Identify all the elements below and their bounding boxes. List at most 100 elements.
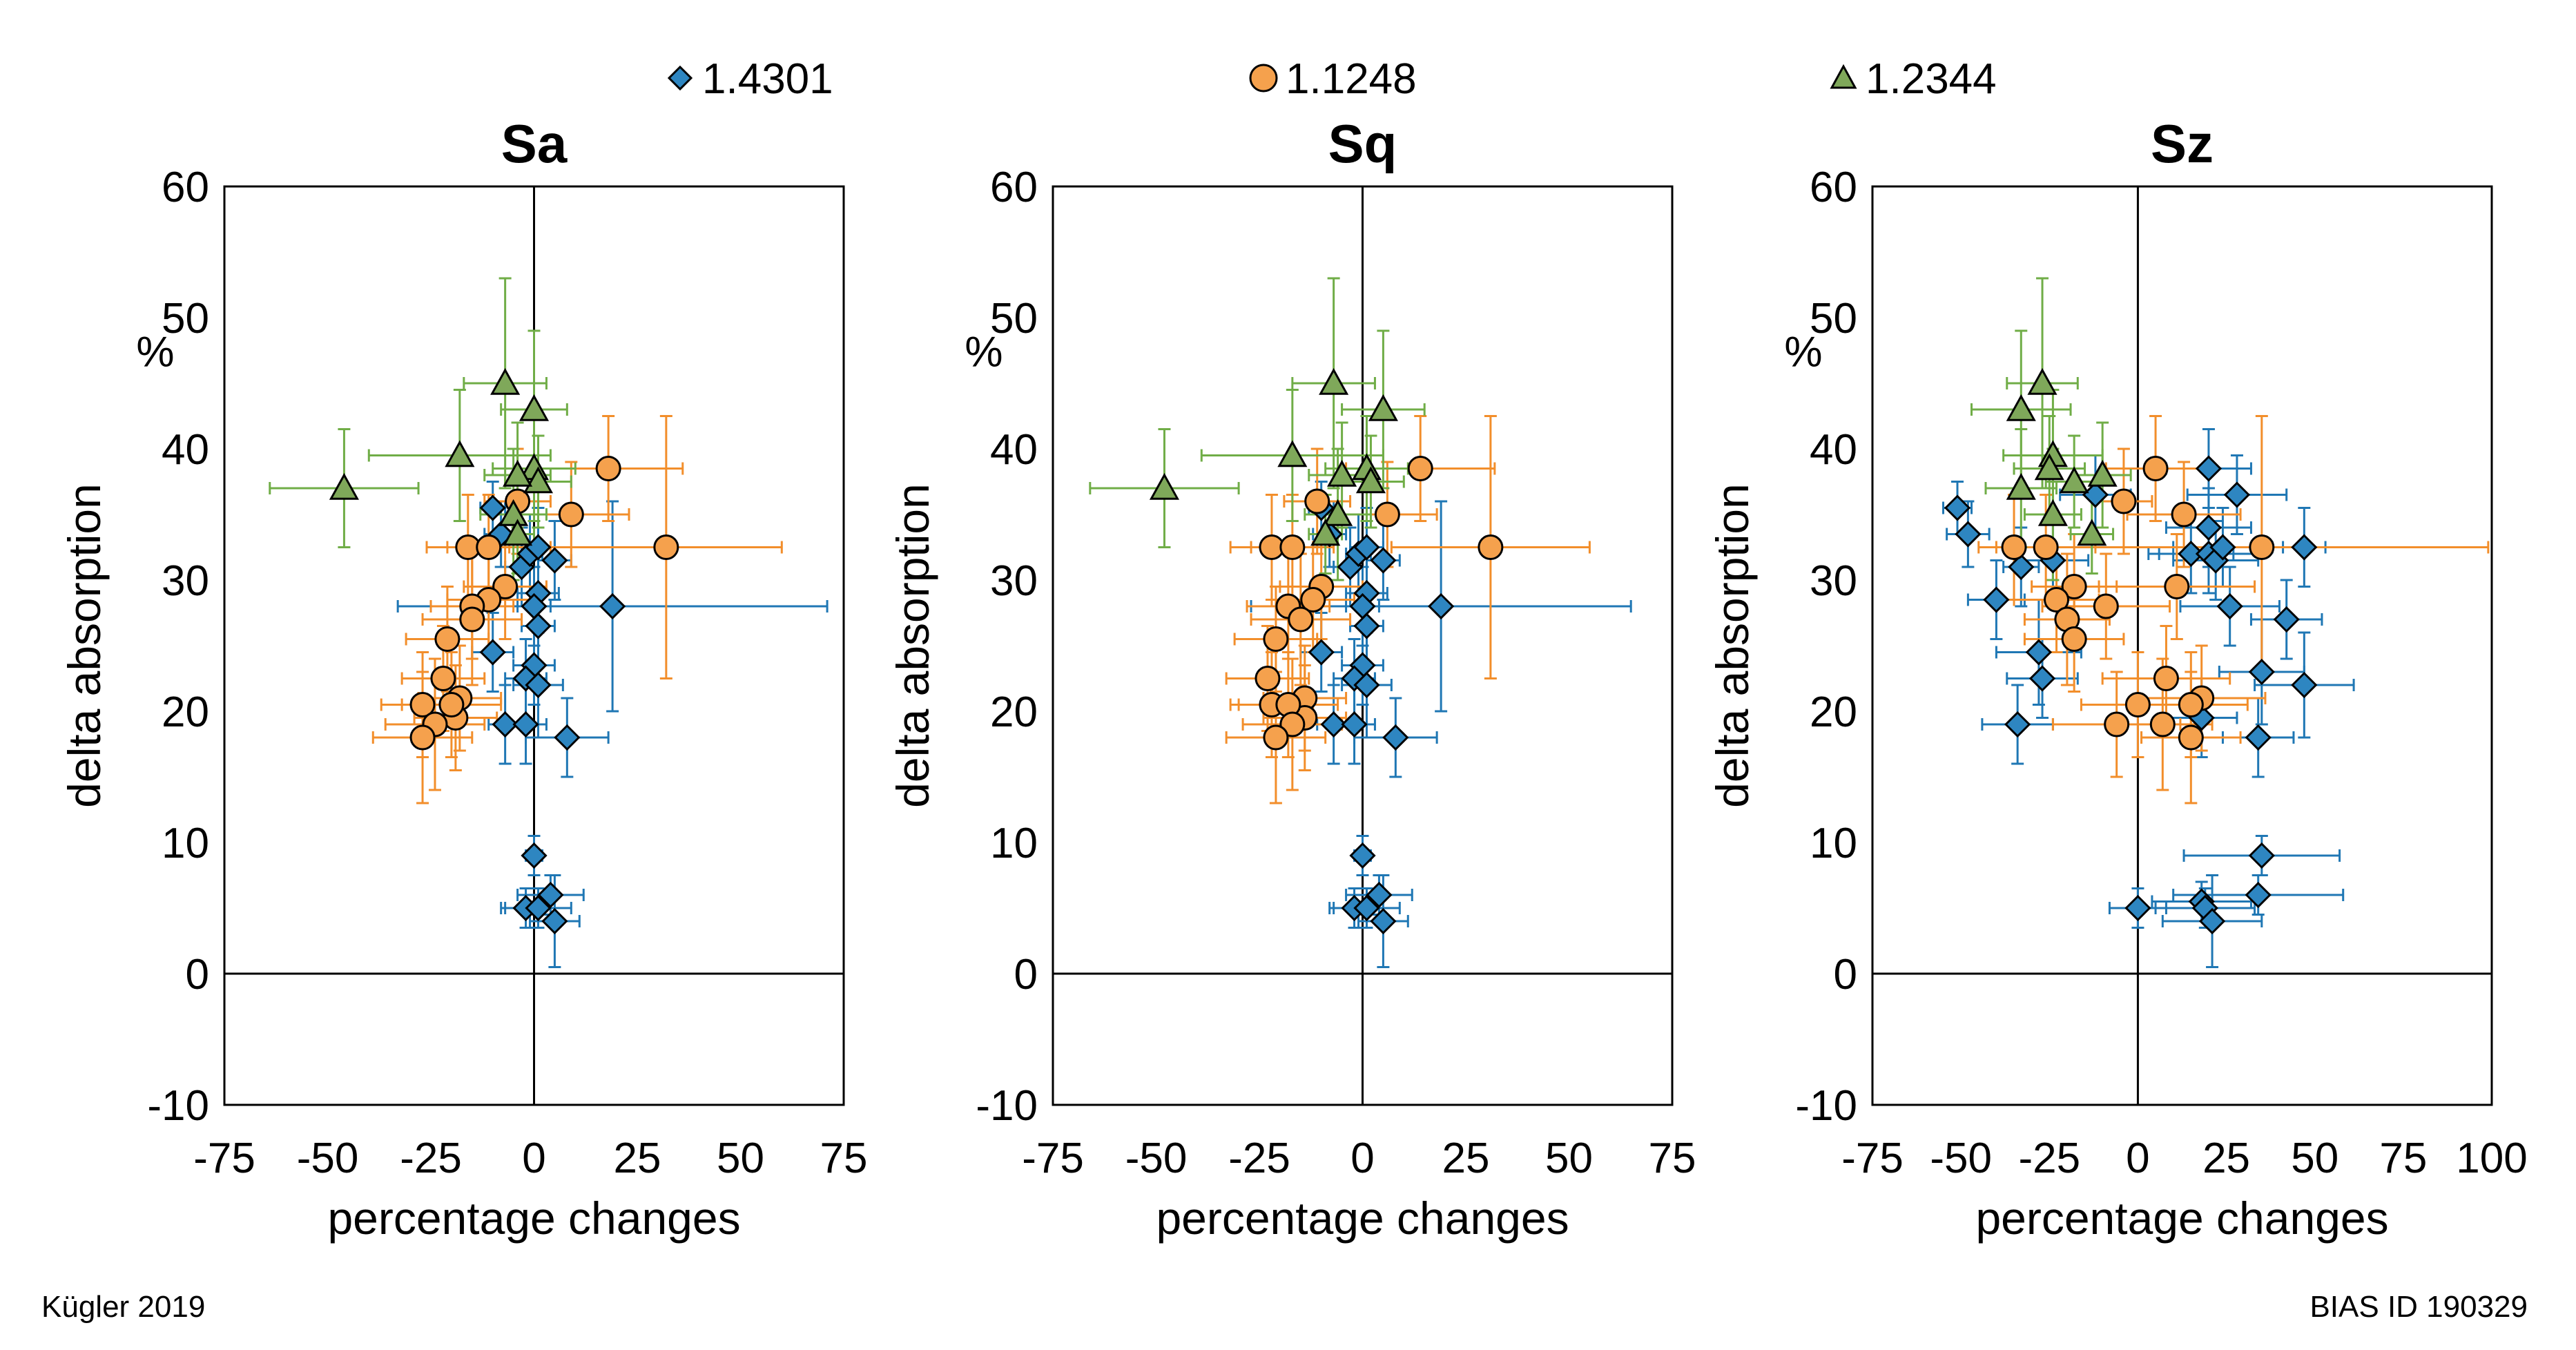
- y-tick-label: 30: [162, 557, 209, 605]
- legend-label: 1.2344: [1866, 55, 1997, 103]
- data-point-triangle: [1310, 519, 1341, 546]
- data-point-triangle: [2077, 519, 2107, 546]
- data-points: [1944, 367, 2318, 935]
- data-point-circle: [2093, 593, 2119, 619]
- x-tick-label: 0: [2126, 1135, 2149, 1182]
- data-point-diamond: [521, 842, 548, 869]
- data-point-circle: [409, 692, 436, 717]
- data-point-circle: [2001, 534, 2027, 560]
- data-point-circle: [2164, 574, 2190, 599]
- data-point-diamond: [2178, 540, 2205, 568]
- chart-panel-sa: Sa -10 0 10 20 30 40 50 60 -75 -50 -25 0 25 50 75% delta…: [59, 113, 867, 1244]
- data-point-circle: [2061, 574, 2087, 599]
- footer-author: Kügler 2019: [41, 1290, 206, 1324]
- data-point-circle: [1279, 534, 1306, 560]
- data-point-circle: [476, 534, 502, 560]
- data-point-diamond: [2248, 658, 2275, 686]
- legend-entry: 1.2344: [1830, 55, 1997, 103]
- data-point-circle: [1263, 626, 1289, 652]
- data-point-diamond: [1349, 842, 1376, 869]
- legend-entry: 1.1248: [1249, 55, 1417, 103]
- legend-marker: [1249, 64, 1278, 93]
- data-point-diamond: [2195, 514, 2222, 541]
- data-point-diamond: [1341, 711, 1368, 738]
- data-point-diamond: [1944, 494, 1971, 521]
- plot-frame: [1871, 185, 2493, 1106]
- data-point-triangle: [1277, 440, 1308, 467]
- y-tick-label: 20: [162, 688, 209, 736]
- data-point-triangle: [445, 440, 475, 467]
- data-point-triangle: [1327, 459, 1357, 487]
- x-tick-label: 25: [2202, 1135, 2250, 1182]
- x-tick-label: 25: [1442, 1135, 1490, 1182]
- data-point-diamond: [554, 724, 581, 751]
- data-point-circle: [2142, 456, 2169, 481]
- y-tick-label: 0: [1834, 951, 1857, 999]
- data-point-diamond: [1320, 711, 1347, 738]
- data-point-circle: [1279, 711, 1306, 737]
- y-tick-label: 10: [990, 820, 1038, 867]
- y-axis-label: delta absorption: [1707, 483, 1758, 808]
- data-points: [329, 367, 679, 935]
- data-point-circle: [409, 724, 436, 751]
- chart-panel-sq: Sq -10 0 10 20 30 40 50 60 -75 -50 -25 0 25 50 75% delta…: [887, 113, 1696, 1244]
- data-point-diamond: [2025, 639, 2053, 666]
- y-axis-label: delta absorption: [887, 483, 938, 808]
- x-tick-label: 0: [1350, 1135, 1374, 1182]
- footer-id: BIAS ID 190329: [2309, 1290, 2528, 1324]
- data-point-diamond: [1983, 586, 2010, 613]
- data-point-circle: [438, 692, 465, 717]
- y-tick-label: 40: [162, 426, 209, 474]
- data-point-triangle: [2034, 453, 2064, 481]
- data-point-diamond: [1353, 671, 1380, 699]
- data-point-circle: [2111, 488, 2137, 514]
- y-tick-label: 60: [1810, 164, 1857, 211]
- x-tick-label: -50: [297, 1135, 359, 1182]
- data-point-triangle: [1323, 499, 1353, 526]
- data-point-diamond: [1427, 592, 1455, 620]
- data-point-circle: [2171, 501, 2197, 528]
- data-point-circle: [595, 456, 621, 481]
- data-point-diamond: [2291, 671, 2318, 699]
- x-tick-label: 50: [2291, 1135, 2338, 1182]
- data-point-diamond: [2245, 724, 2272, 751]
- data-point-diamond: [479, 639, 506, 666]
- y-tick-label: -10: [147, 1082, 209, 1130]
- y-tick-label: -10: [976, 1082, 1038, 1130]
- legend-marker: [1830, 64, 1857, 89]
- y-tick-label: 60: [990, 164, 1038, 211]
- data-point-circle: [2249, 534, 2275, 560]
- data-point-triangle: [498, 499, 529, 526]
- x-tick-label: 0: [522, 1135, 545, 1182]
- data-point-triangle: [503, 459, 533, 487]
- y-tick-label: 10: [162, 820, 209, 867]
- x-tick-label: 75: [2379, 1135, 2427, 1182]
- y-tick-label: 50: [1810, 295, 1857, 343]
- data-point-circle: [1304, 488, 1330, 514]
- chart-panels: Sa -10 0 10 20 30 40 50 60 -75 -50 -25 0 25 50 75% delta…: [59, 113, 2528, 1244]
- data-point-diamond: [1353, 534, 1380, 561]
- legend-entry: 1.4301: [667, 55, 833, 103]
- x-tick-label: 50: [717, 1135, 764, 1182]
- chart-panel-sz: Sz -10 0 10 20 30 40 50 60 -75 -50 -25 0 25 50 75 100% de…: [1707, 113, 2528, 1244]
- x-axis-label: percentage changes: [1975, 1193, 2388, 1244]
- data-point-diamond: [1955, 521, 1982, 548]
- x-axis-label: percentage changes: [1156, 1193, 1569, 1244]
- data-point-circle: [653, 534, 679, 560]
- y-tick-label: 10: [1810, 820, 1857, 867]
- y-unit-label: %: [136, 328, 174, 376]
- data-point-circle: [492, 574, 519, 599]
- error-bars: [269, 277, 829, 968]
- chart-title: Sz: [2151, 113, 2214, 174]
- x-tick-label: 100: [2456, 1135, 2527, 1182]
- x-tick-label: -25: [2018, 1135, 2080, 1182]
- data-point-diamond: [2273, 606, 2300, 633]
- y-tick-label: -10: [1795, 1082, 1857, 1130]
- data-point-diamond: [2198, 907, 2226, 935]
- x-tick-label: 25: [614, 1135, 661, 1182]
- data-point-diamond: [2008, 553, 2035, 581]
- data-point-triangle: [2006, 394, 2036, 421]
- data-point-diamond: [541, 547, 568, 574]
- data-point-circle: [558, 501, 584, 528]
